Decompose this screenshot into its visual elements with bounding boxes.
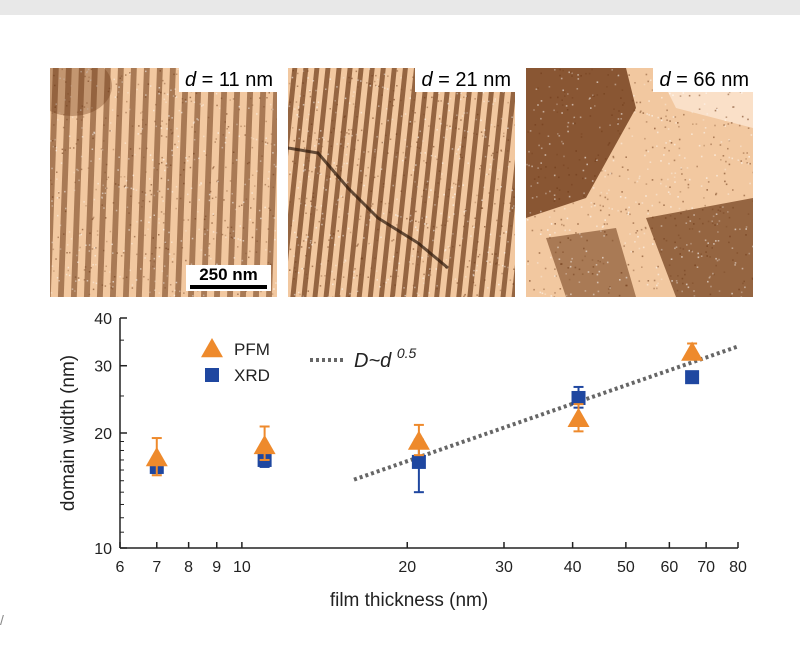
x-tick-label: 20 xyxy=(398,559,416,576)
window-top-bar xyxy=(0,0,800,15)
y-tick-label: 30 xyxy=(94,359,112,376)
afm-stripe-domains-11nm xyxy=(50,68,277,297)
pfm-point xyxy=(253,434,276,455)
x-tick-label: 70 xyxy=(697,559,715,576)
pfm-point xyxy=(681,341,704,361)
y-tick-label: 20 xyxy=(94,426,112,443)
afm-image-21nm: d = 21 nm xyxy=(288,68,515,297)
x-tick-label: 8 xyxy=(184,559,193,576)
afm-stripe-domains-21nm xyxy=(288,68,515,297)
y-axis-title: domain width (nm) xyxy=(58,355,79,511)
xrd-point xyxy=(411,454,426,469)
x-tick-label: 30 xyxy=(495,559,513,576)
legend-fit-label: D~d 0.5 xyxy=(354,345,416,372)
x-axis-title: film thickness (nm) xyxy=(330,590,488,611)
afm-patch-domains-66nm xyxy=(526,68,753,297)
panel-thickness-label: d = 66 nm xyxy=(653,68,753,92)
x-tick-label: 40 xyxy=(564,559,582,576)
legend-xrd-marker xyxy=(205,368,219,382)
legend-xrd-label: XRD xyxy=(234,366,270,385)
scale-bar: 250 nm xyxy=(186,265,271,291)
panel-thickness-label: d = 21 nm xyxy=(415,68,515,92)
pfm-point xyxy=(567,407,590,427)
x-tick-label: 7 xyxy=(152,559,161,576)
x-tick-label: 80 xyxy=(729,559,747,576)
scale-bar-label: 250 nm xyxy=(199,265,258,284)
pfm-point xyxy=(407,430,430,450)
x-tick-label: 10 xyxy=(233,559,251,576)
domain-width-chart: 6 7 8 9 10 20 30 40 50 60 70 80 10 20 30 40 film thickne… xyxy=(58,311,747,611)
pfm-point xyxy=(145,447,168,467)
panel-thickness-label: d = 11 nm xyxy=(178,68,277,92)
x-tick-label: 60 xyxy=(660,559,678,576)
x-tick-label: 50 xyxy=(617,559,635,576)
afm-image-66nm: d = 66 nm xyxy=(526,68,753,297)
y-tick-label: 40 xyxy=(94,311,112,328)
edge-glyph: / xyxy=(0,612,4,628)
y-tick-label: 10 xyxy=(94,541,112,558)
afm-image-11nm: d = 11 nm 250 nm xyxy=(50,68,277,297)
legend-pfm-label: PFM xyxy=(234,340,270,359)
legend-pfm-marker xyxy=(201,338,223,358)
x-tick-label: 6 xyxy=(116,559,125,576)
x-tick-label: 9 xyxy=(212,559,221,576)
xrd-point xyxy=(685,370,700,385)
scale-bar-line xyxy=(190,285,267,289)
xrd-point xyxy=(571,390,586,405)
fit-line xyxy=(353,344,739,482)
